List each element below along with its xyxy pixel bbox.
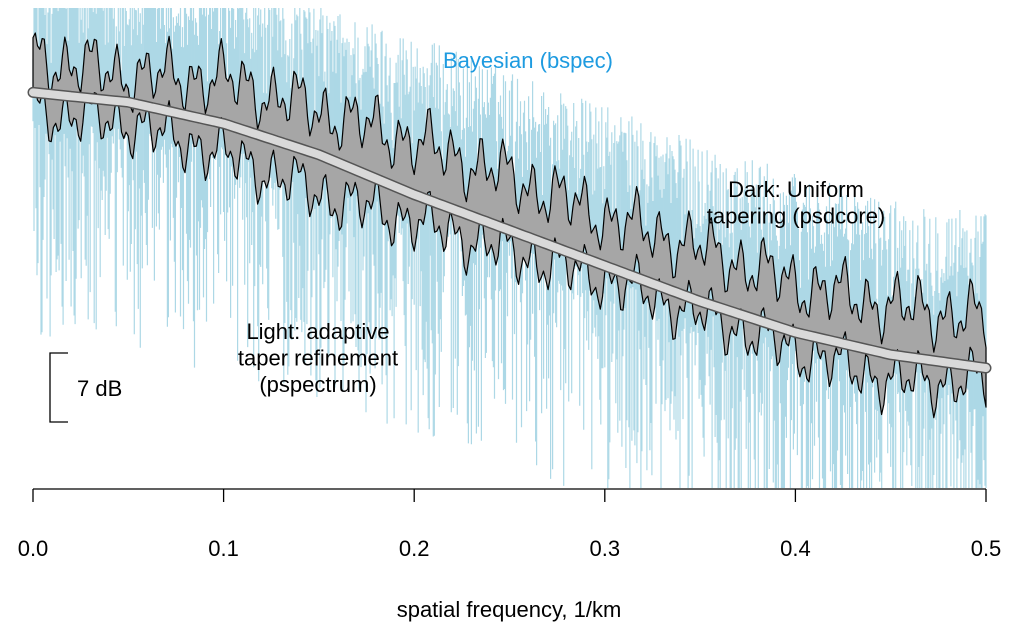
annotation-line: Light: adaptive bbox=[246, 319, 389, 344]
annotation-line: tapering (psdcore) bbox=[707, 203, 886, 228]
annotation-bspec: Bayesian (bspec) bbox=[443, 48, 613, 73]
x-tick-label: 0.4 bbox=[780, 536, 811, 561]
pspectrum-line-layer bbox=[27, 86, 992, 374]
x-axis-label: spatial frequency, 1/km bbox=[397, 597, 622, 622]
pspectrum-line bbox=[29, 88, 990, 372]
scale-bar-7db: 7 dB bbox=[49, 352, 122, 423]
x-axis: 0.0 0.1 0.2 0.3 0.4 0.5 bbox=[18, 488, 1002, 561]
annotation-line: taper refinement bbox=[238, 345, 398, 370]
annotation-psdcore: Dark: Uniform tapering (psdcore) bbox=[707, 177, 886, 228]
scale-bar-label: 7 dB bbox=[77, 376, 122, 401]
annotation-pspectrum: Light: adaptive taper refinement (pspectru… bbox=[238, 319, 398, 397]
x-tick-label: 0.1 bbox=[208, 536, 239, 561]
annotation-line: (pspectrum) bbox=[259, 372, 376, 397]
annotation-line: Bayesian (bspec) bbox=[443, 48, 613, 73]
x-tick-label: 0.5 bbox=[971, 536, 1002, 561]
scale-bar-bracket bbox=[49, 352, 68, 423]
x-tick-label: 0.3 bbox=[590, 536, 621, 561]
x-tick-label: 0.0 bbox=[18, 536, 49, 561]
x-tick-label: 0.2 bbox=[399, 536, 430, 561]
annotation-line: Dark: Uniform bbox=[728, 177, 864, 202]
bspec-spikes-layer bbox=[32, 8, 987, 488]
